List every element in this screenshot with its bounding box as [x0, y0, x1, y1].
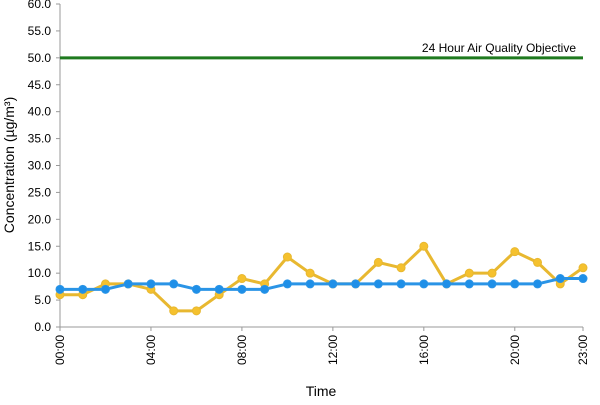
data-point: [123, 279, 133, 289]
data-point: [237, 284, 247, 294]
x-tick-label: 23:00: [576, 335, 590, 365]
data-point: [396, 279, 406, 289]
series-2: [55, 274, 588, 294]
data-point: [214, 284, 224, 294]
data-point: [419, 279, 429, 289]
y-tick-label: 0.0: [34, 320, 51, 334]
data-point: [305, 279, 315, 289]
x-tick-label: 12:00: [326, 335, 340, 365]
y-axis-label: Concentration (µg/m³): [1, 97, 17, 233]
x-tick-label: 00:00: [53, 335, 67, 365]
data-point: [555, 274, 565, 284]
data-point: [78, 284, 88, 294]
data-point: [282, 252, 292, 262]
data-point: [464, 279, 474, 289]
x-tick-label: 20:00: [508, 335, 522, 365]
y-tick-label: 30.0: [28, 159, 52, 173]
x-axis-ticks: 00:00 04:00 08:00 12:00 16:00 20:00 23:00: [53, 327, 590, 365]
data-point: [487, 279, 497, 289]
data-point: [373, 279, 383, 289]
data-point: [510, 247, 520, 257]
data-point: [464, 268, 474, 278]
y-tick-label: 45.0: [28, 78, 52, 92]
series-group: [55, 241, 588, 316]
y-tick-label: 40.0: [28, 105, 52, 119]
data-point: [578, 274, 588, 284]
data-point: [237, 274, 247, 284]
data-point: [487, 268, 497, 278]
y-tick-label: 50.0: [28, 51, 52, 65]
data-point: [55, 284, 65, 294]
series-line: [60, 244, 584, 313]
data-point: [305, 268, 315, 278]
y-tick-label: 60.0: [28, 0, 52, 11]
series-1: [55, 241, 588, 316]
data-point: [282, 279, 292, 289]
x-tick-label: 04:00: [144, 335, 158, 365]
data-point: [373, 257, 383, 267]
data-point: [191, 284, 201, 294]
data-point: [533, 257, 543, 267]
data-point: [100, 284, 110, 294]
y-tick-label: 55.0: [28, 24, 52, 38]
data-point: [191, 306, 201, 316]
reference-line-label: 24 Hour Air Quality Objective: [422, 41, 576, 55]
data-point: [419, 241, 429, 251]
y-tick-label: 25.0: [28, 185, 52, 199]
data-point: [351, 279, 361, 289]
data-point: [169, 306, 179, 316]
data-point: [396, 263, 406, 273]
data-point: [578, 263, 588, 273]
y-tick-label: 5.0: [34, 293, 51, 307]
data-point: [146, 279, 156, 289]
data-point: [510, 279, 520, 289]
data-point: [169, 279, 179, 289]
x-tick-label: 08:00: [235, 335, 249, 365]
y-axis-ticks: 0.0 5.0 10.0 15.0 20.0 25.0 30.0 35.0 40.0 45.0 50…: [28, 0, 60, 334]
y-tick-label: 35.0: [28, 132, 52, 146]
y-tick-label: 15.0: [28, 239, 52, 253]
x-tick-label: 16:00: [417, 335, 431, 365]
data-point: [260, 284, 270, 294]
y-tick-label: 10.0: [28, 266, 52, 280]
data-point: [328, 279, 338, 289]
data-point: [442, 279, 452, 289]
data-point: [533, 279, 543, 289]
y-tick-label: 20.0: [28, 212, 52, 226]
x-axis-label: Time: [306, 383, 337, 399]
reference-line-group: 24 Hour Air Quality Objective: [60, 41, 583, 60]
